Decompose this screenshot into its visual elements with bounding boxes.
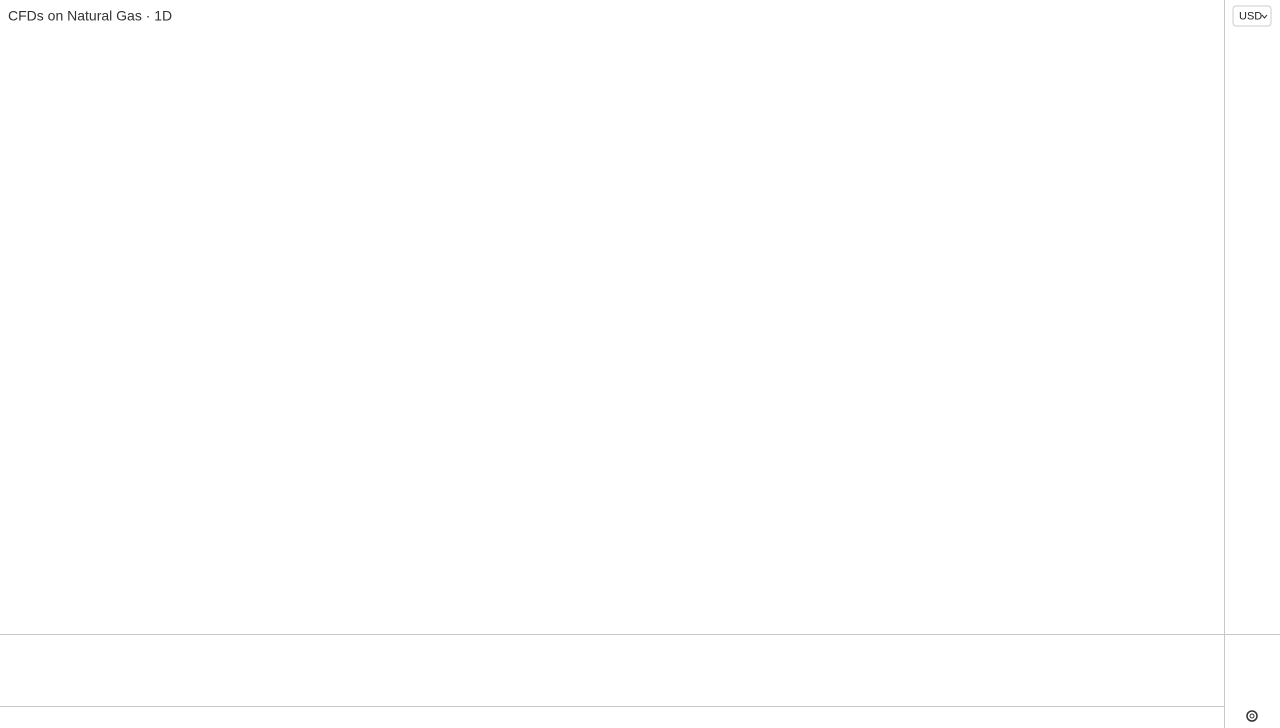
gear-hub [1249,713,1255,719]
currency-label[interactable]: USD [1239,10,1262,22]
chart-title: CFDs on Natural Gas · 1D [8,8,172,24]
settings-icon[interactable] [1246,710,1258,722]
dropdown-arrow [1261,14,1268,19]
gear-ring [1246,710,1258,722]
currency-button[interactable] [1232,5,1272,27]
